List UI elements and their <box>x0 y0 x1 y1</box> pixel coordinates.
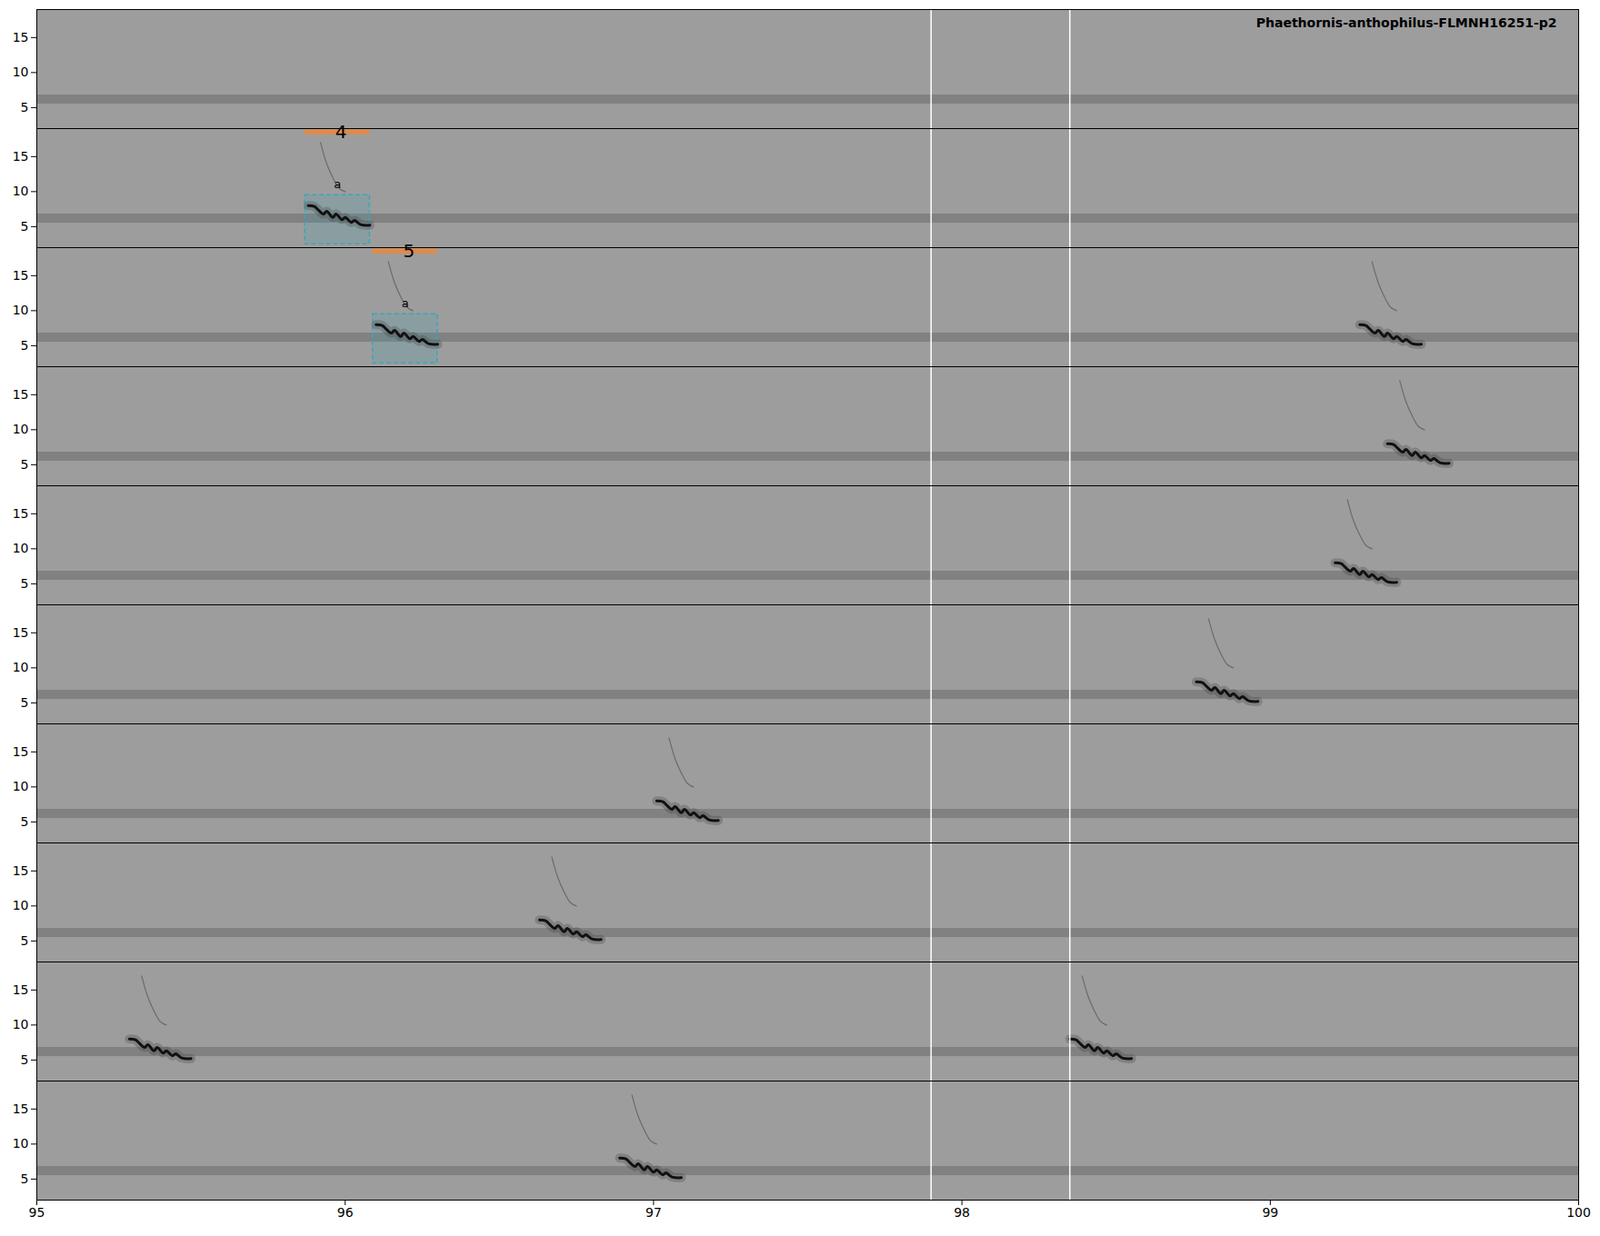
svg-text:15: 15 <box>12 149 30 164</box>
svg-text:98: 98 <box>953 1205 970 1220</box>
svg-text:5: 5 <box>20 219 30 234</box>
svg-text:5: 5 <box>20 338 30 353</box>
svg-text:10: 10 <box>12 898 30 913</box>
svg-text:10: 10 <box>12 302 30 318</box>
svg-text:10: 10 <box>12 183 30 199</box>
svg-text:a: a <box>401 296 410 310</box>
svg-text:5: 5 <box>20 1171 30 1187</box>
svg-text:10: 10 <box>12 540 30 556</box>
svg-text:10: 10 <box>12 1017 30 1032</box>
svg-text:15: 15 <box>12 30 30 45</box>
svg-text:10: 10 <box>12 660 30 675</box>
svg-text:5: 5 <box>402 240 415 262</box>
svg-text:96: 96 <box>337 1205 354 1220</box>
svg-text:10: 10 <box>12 1136 30 1151</box>
svg-text:15: 15 <box>12 982 30 998</box>
svg-text:15: 15 <box>12 268 30 283</box>
svg-text:a: a <box>333 177 341 191</box>
svg-text:15: 15 <box>12 1101 30 1117</box>
svg-text:15: 15 <box>12 506 30 521</box>
svg-text:5: 5 <box>20 457 30 472</box>
svg-text:15: 15 <box>12 625 30 640</box>
svg-text:5: 5 <box>20 695 30 710</box>
svg-text:5: 5 <box>20 814 30 830</box>
svg-text:5: 5 <box>20 576 30 591</box>
svg-text:95: 95 <box>29 1205 46 1220</box>
svg-text:Phaethornis-anthophilus-FLMNH1: Phaethornis-anthophilus-FLMNH16251-p2 <box>1256 15 1558 30</box>
svg-text:15: 15 <box>12 863 30 879</box>
svg-text:10: 10 <box>12 64 30 80</box>
svg-text:4: 4 <box>335 120 348 143</box>
svg-text:99: 99 <box>1261 1205 1279 1220</box>
svg-text:10: 10 <box>12 421 30 437</box>
svg-text:15: 15 <box>12 387 30 402</box>
svg-text:100: 100 <box>1566 1205 1591 1220</box>
svg-text:5: 5 <box>20 100 30 115</box>
svg-text:15: 15 <box>12 744 30 760</box>
svg-text:5: 5 <box>20 933 30 949</box>
svg-text:97: 97 <box>645 1205 662 1220</box>
svg-text:5: 5 <box>20 1052 30 1068</box>
svg-text:10: 10 <box>12 779 30 794</box>
